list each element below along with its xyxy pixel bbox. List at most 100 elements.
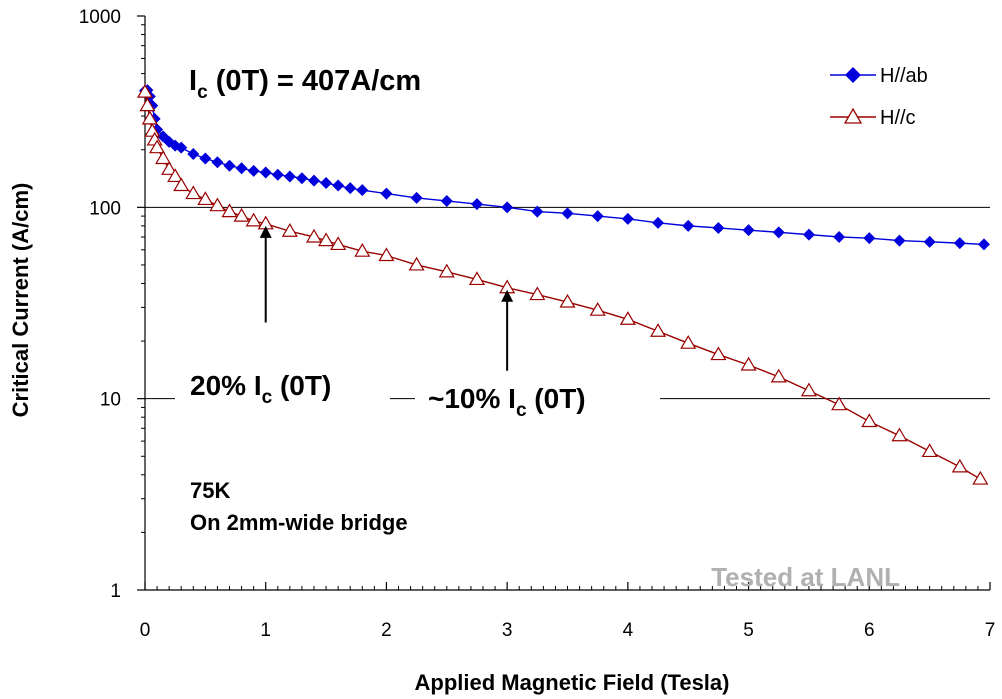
pct10-b: (0T) [527,383,586,414]
data-point-hab [199,152,212,165]
data-point-hc [438,263,455,278]
data-point-hc [233,207,250,222]
data-point-hab [175,141,188,154]
data-point-hab [772,226,785,239]
x-tick-label: 1 [260,620,271,641]
series-layer [136,83,990,485]
data-point-hab [923,235,936,248]
arrow-head [501,289,514,302]
data-point-hc [529,286,546,301]
ic-annotation-rest: (0T) = 407A/cm [208,65,422,97]
data-point-hc [710,346,727,361]
arrows [259,225,514,371]
x-tick-label: 7 [985,620,996,641]
data-point-hc [378,247,395,262]
data-point-hab [742,224,755,237]
data-point-hc [589,302,606,316]
data-point-hab [953,237,966,250]
data-point-hab [211,156,224,169]
data-point-hc [468,271,486,286]
x-axis-title: Applied Magnetic Field (Tesla) [415,670,730,695]
data-point-hc [305,228,323,243]
data-point-hab [863,232,876,245]
data-point-hab [235,162,248,175]
data-point-hc [185,185,202,200]
data-point-hc [149,139,166,154]
ic-annotation-sub: c [197,82,208,103]
data-point-hc [221,203,238,218]
arrow-head [259,225,272,238]
temperature-label: 75K [190,478,230,503]
data-point-hab [712,221,725,234]
series-line-hab [144,89,985,246]
pct20-b: (0T) [272,370,331,401]
x-tick-label: 6 [864,620,875,641]
data-point-hab [802,228,815,241]
data-point-hc [649,323,667,337]
y-tick-label: 1 [110,581,121,602]
data-point-hc [408,256,425,271]
data-point-hab [247,164,260,177]
pct10-a: ~10% I [428,383,516,414]
x-tick-label: 3 [502,620,513,641]
data-point-hab [682,219,695,232]
pct10-sub: c [516,400,527,421]
data-point-hab [977,238,990,251]
data-point-hc [680,334,697,349]
data-point-hc [209,197,226,212]
data-point-hc [161,161,178,175]
data-point-hab [332,179,345,192]
legend-label-hab: H//ab [880,65,928,87]
pct20-a: 20% I [190,370,262,401]
pct10-annotation: ~10% Ic (0T) [428,383,586,421]
data-point-hab [271,168,284,181]
legend-marker-hc [843,107,863,124]
data-point-hab [344,182,357,195]
data-point-hab [591,210,604,223]
data-point-hc [619,311,636,325]
y-axis-title: Critical Current (A/cm) [8,183,33,418]
data-point-hab [621,212,634,225]
y-tick-label: 100 [89,198,121,219]
data-point-hc [139,97,156,112]
legend: H//ab H//c [830,65,928,129]
data-point-hc [136,83,154,98]
x-tick-label: 2 [381,620,392,641]
data-point-hc [318,232,335,247]
data-point-hc [770,368,787,383]
data-point-hab [187,147,200,160]
data-point-hab [531,205,544,218]
legend-label-hc: H//c [880,107,916,129]
data-point-hab [283,170,296,183]
y-tick-label: 10 [100,390,121,411]
data-point-hc [330,236,347,251]
data-point-hc [951,458,968,473]
x-tick-label: 5 [743,620,754,641]
data-point-hc [740,356,757,371]
data-point-hc [891,427,908,442]
data-point-hab [561,207,574,220]
data-point-hc [167,168,184,183]
pct20-sub: c [262,387,273,408]
lab-label: Tested at LANL [711,562,900,592]
ic-annotation: Ic (0T) = 407A/cm [189,65,421,103]
data-point-hc [354,242,371,257]
data-point-hc [197,191,214,206]
data-point-hab [652,216,665,229]
data-point-hab [356,184,369,197]
bridge-label: On 2mm-wide bridge [190,510,408,535]
data-point-hc [972,470,989,485]
pct20-annotation: 20% Ic (0T) [190,370,331,408]
data-point-hc [141,110,158,125]
pct10-label-bg [415,372,660,422]
data-point-hc [245,212,262,227]
y-tick-label: 1000 [79,7,121,28]
data-point-hab [295,172,308,185]
data-point-hab [410,191,423,204]
data-point-hc [800,382,817,397]
data-point-hab [223,159,236,172]
data-point-hc [559,293,576,308]
ic-annotation-i: I [189,65,197,97]
pct20-label-bg [175,360,390,410]
